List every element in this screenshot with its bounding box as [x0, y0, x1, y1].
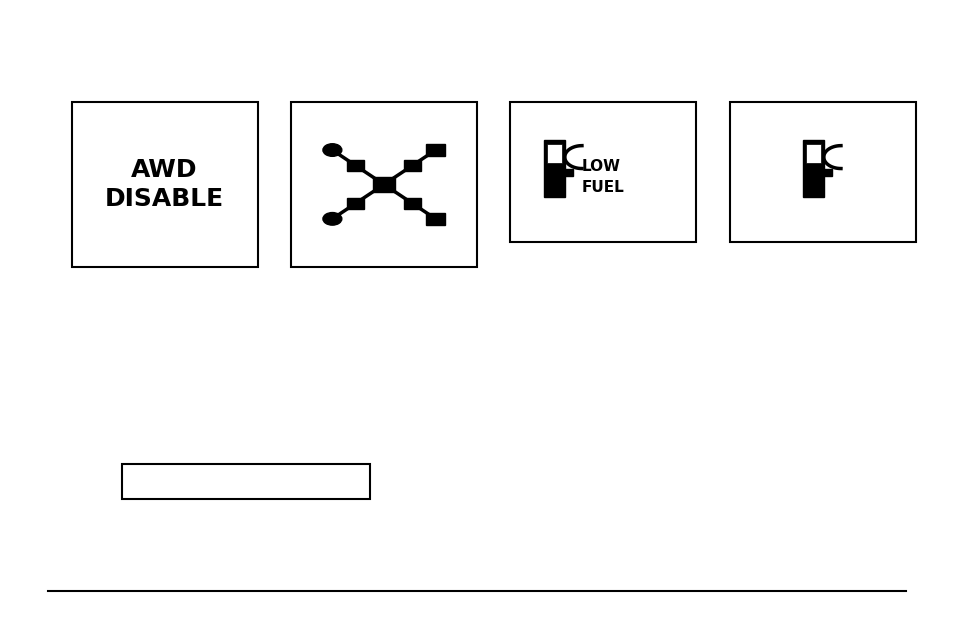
- Bar: [802, 140, 823, 197]
- Bar: [543, 140, 564, 197]
- Bar: [729, 102, 915, 242]
- Bar: [71, 102, 257, 267]
- Circle shape: [323, 212, 341, 225]
- Bar: [561, 169, 573, 176]
- Bar: [820, 169, 831, 176]
- Bar: [546, 144, 561, 163]
- Circle shape: [323, 144, 341, 156]
- Text: FUEL: FUEL: [581, 180, 624, 195]
- Text: AWD
DISABLE: AWD DISABLE: [105, 158, 224, 211]
- Bar: [122, 464, 370, 499]
- Bar: [426, 212, 444, 225]
- Bar: [291, 102, 476, 267]
- Text: LOW: LOW: [581, 159, 620, 174]
- Bar: [426, 144, 444, 156]
- Bar: [804, 144, 820, 163]
- Bar: [510, 102, 696, 242]
